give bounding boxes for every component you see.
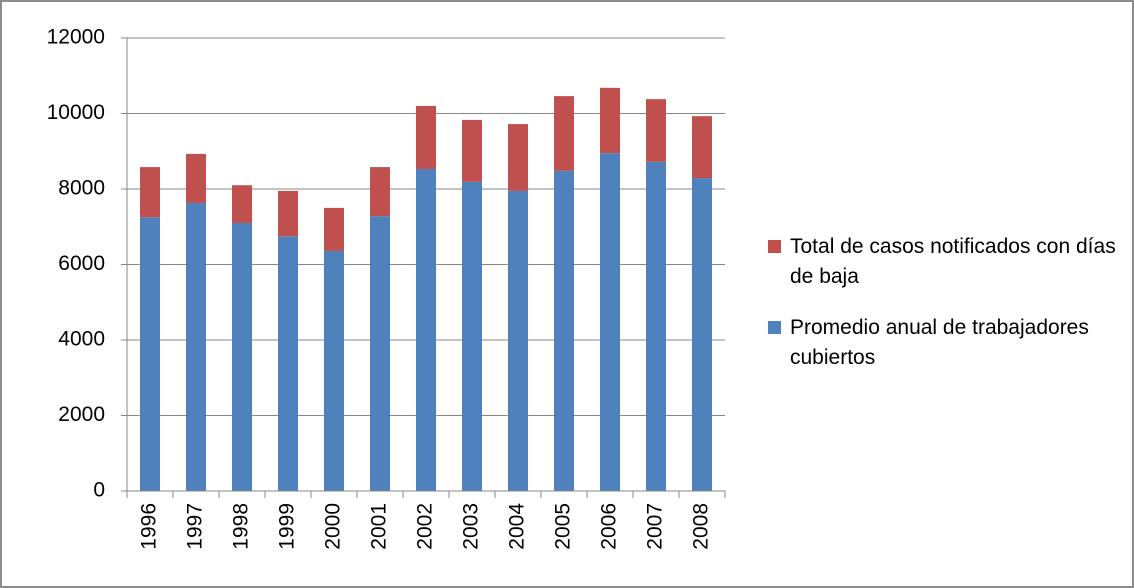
y-tick-label: 8000 (58, 177, 105, 200)
legend-label: Total de casos notificados con días de b… (790, 235, 1116, 288)
x-tick-label: 1998 (230, 503, 253, 550)
bar-segment (278, 236, 298, 491)
bar-segment (232, 185, 252, 223)
bar-segment (186, 153, 206, 203)
x-tick-label: 2003 (460, 503, 483, 550)
bar-segment (600, 87, 620, 154)
bar-segment (508, 124, 528, 191)
bar-segment (646, 99, 666, 162)
y-tick-label: 10000 (47, 101, 105, 124)
bar-segment (600, 153, 620, 491)
bar-segment (462, 181, 482, 491)
x-tick-label: 1996 (138, 503, 161, 550)
x-tick-label: 2008 (690, 503, 713, 550)
y-tick-label: 6000 (58, 252, 105, 275)
x-tick-label: 2007 (644, 503, 667, 550)
legend-swatch (768, 240, 781, 253)
x-tick-label: 2006 (598, 503, 621, 550)
bar-segment (416, 168, 436, 491)
y-tick-label: 4000 (58, 328, 105, 351)
x-tick-label: 2005 (552, 503, 575, 550)
legend-label: Promedio anual de trabajadores cubiertos (790, 316, 1089, 369)
bar-segment (646, 161, 666, 491)
bar-segment (370, 216, 390, 491)
bar-segment (462, 119, 482, 182)
bar-segment (232, 222, 252, 491)
x-tick-label: 1999 (276, 503, 299, 550)
bar-segment (140, 217, 160, 491)
bar-segment (554, 96, 574, 171)
y-tick-label: 0 (93, 479, 105, 502)
x-tick-label: 2004 (506, 503, 529, 550)
bar-segment (370, 167, 390, 217)
bar-segment (416, 105, 436, 169)
bar-segment (692, 116, 712, 179)
x-tick-label: 1997 (184, 503, 207, 550)
bar-segment (324, 250, 344, 491)
x-tick-label: 2001 (368, 503, 391, 550)
bar-segment (692, 178, 712, 492)
bar-segment (324, 207, 344, 251)
y-tick-label: 12000 (47, 26, 105, 49)
bar-segment (508, 190, 528, 491)
legend-swatch (768, 321, 781, 334)
x-tick-label: 2002 (414, 503, 437, 550)
bar-segment (278, 190, 298, 237)
x-tick-label: 2000 (322, 503, 345, 550)
bar-segment (554, 170, 574, 491)
bar-segment (186, 202, 206, 491)
y-tick-label: 2000 (58, 403, 105, 426)
bar-segment (140, 167, 160, 218)
